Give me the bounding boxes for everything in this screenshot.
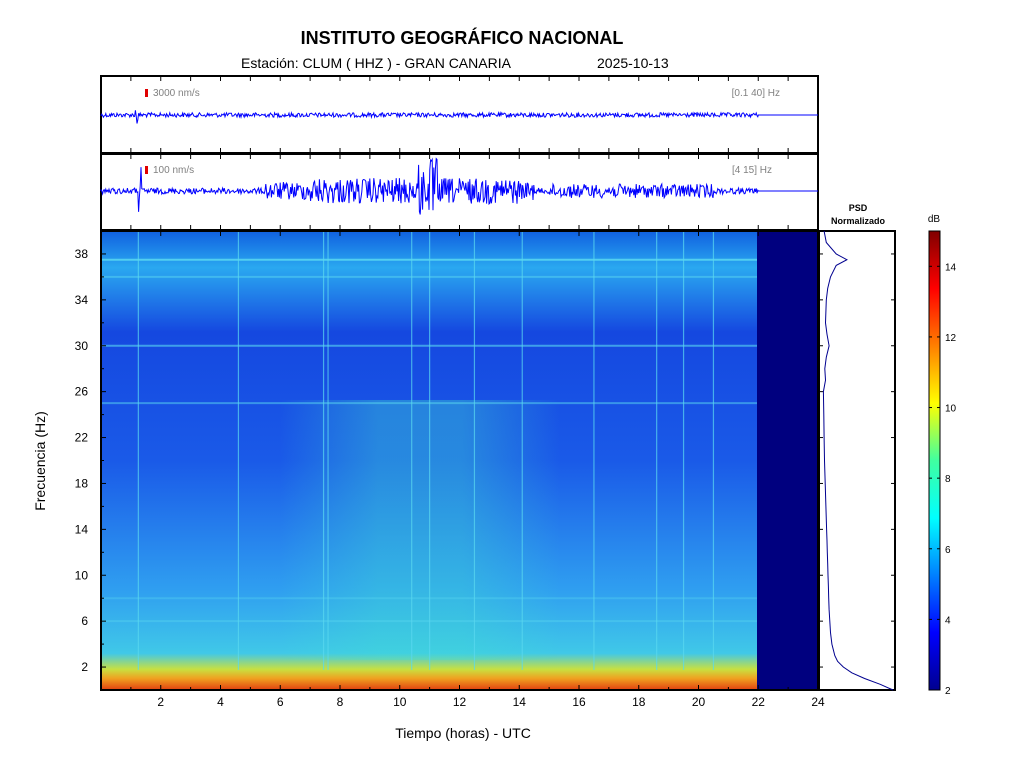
date-label: 2025-10-13 bbox=[597, 55, 669, 71]
trace-panel-broadband: 3000 nm/s [0.1 40] Hz bbox=[100, 75, 819, 154]
x-tick-label: 8 bbox=[337, 695, 344, 709]
colorbar-ticks: 2 4 6 8 10 12 14 bbox=[929, 262, 957, 697]
x-tick-label: 10 bbox=[393, 695, 407, 709]
x-tick-label: 16 bbox=[572, 695, 586, 709]
psd-title-line2: Normalizado bbox=[831, 216, 886, 226]
spectrogram-streaks bbox=[101, 231, 759, 670]
y-tick-label: 30 bbox=[75, 339, 89, 353]
x-tick-label: 20 bbox=[692, 695, 706, 709]
trace2-amplitude-label: 100 nm/s bbox=[153, 165, 194, 176]
x-tick-label: 22 bbox=[752, 695, 766, 709]
y-axis-label: Frecuencia (Hz) bbox=[32, 411, 48, 511]
trace1-ticks bbox=[130, 76, 789, 153]
psd-frame bbox=[818, 230, 896, 691]
colorbar-tick-label: 6 bbox=[945, 545, 951, 556]
psd-title-line1: PSD bbox=[849, 203, 868, 213]
no-data-region bbox=[757, 231, 818, 690]
psd-panel: PSD Normalizado bbox=[818, 203, 896, 691]
psd-ticks bbox=[819, 253, 895, 668]
page-title: INSTITUTO GEOGRÁFICO NACIONAL bbox=[300, 28, 624, 48]
x-tick-label: 14 bbox=[513, 695, 527, 709]
trace2-waveform bbox=[100, 157, 818, 215]
colorbar-scale bbox=[928, 230, 941, 691]
colorbar: dB 2 4 6 8 10 12 14 bbox=[928, 214, 957, 697]
y-tick-label: 26 bbox=[75, 385, 89, 399]
y-tick-label: 22 bbox=[75, 431, 89, 445]
psd-curve bbox=[822, 230, 894, 691]
x-tick-label: 12 bbox=[453, 695, 467, 709]
colorbar-tick-label: 10 bbox=[945, 404, 957, 415]
colorbar-tick-label: 12 bbox=[945, 333, 957, 344]
y-tick-label: 6 bbox=[81, 614, 88, 628]
x-axis-label: Tiempo (horas) - UTC bbox=[395, 725, 531, 741]
spectrogram: 2 4 6 8 10 12 14 16 18 20 22 24 261014182226303438 … bbox=[32, 230, 825, 741]
y-tick-label: 2 bbox=[81, 660, 88, 674]
trace2-band-label: [4 15] Hz bbox=[732, 165, 772, 176]
x-tick-label: 6 bbox=[277, 695, 284, 709]
scale-marker-1 bbox=[145, 89, 148, 97]
trace1-band-label: [0.1 40] Hz bbox=[732, 88, 780, 99]
y-tick-label: 34 bbox=[75, 293, 89, 307]
spectrogram-daytime-band bbox=[280, 400, 560, 660]
colorbar-tick-label: 8 bbox=[945, 474, 951, 485]
y-tick-label: 14 bbox=[75, 522, 89, 536]
y-tick-label: 10 bbox=[75, 568, 89, 582]
trace-panel-filtered: 100 nm/s [4 15] Hz bbox=[100, 153, 819, 231]
x-tick-label: 4 bbox=[217, 695, 224, 709]
trace1-waveform bbox=[100, 110, 818, 124]
station-label: Estación: CLUM ( HHZ ) - GRAN CANARIA bbox=[241, 55, 511, 71]
scale-marker-2 bbox=[145, 166, 148, 174]
x-tick-label: 24 bbox=[811, 695, 825, 709]
colorbar-tick-label: 4 bbox=[945, 615, 951, 626]
trace2-ticks bbox=[130, 154, 789, 230]
colorbar-unit: dB bbox=[928, 214, 941, 225]
x-axis: 2 4 6 8 10 12 14 16 18 20 22 24 bbox=[130, 231, 825, 709]
x-tick-label: 18 bbox=[632, 695, 646, 709]
colorbar-tick-label: 14 bbox=[945, 262, 957, 273]
trace1-amplitude-label: 3000 nm/s bbox=[153, 88, 200, 99]
x-tick-label: 2 bbox=[157, 695, 164, 709]
y-tick-label: 38 bbox=[75, 247, 89, 261]
colorbar-tick-label: 2 bbox=[945, 686, 951, 697]
y-tick-label: 18 bbox=[75, 476, 89, 490]
